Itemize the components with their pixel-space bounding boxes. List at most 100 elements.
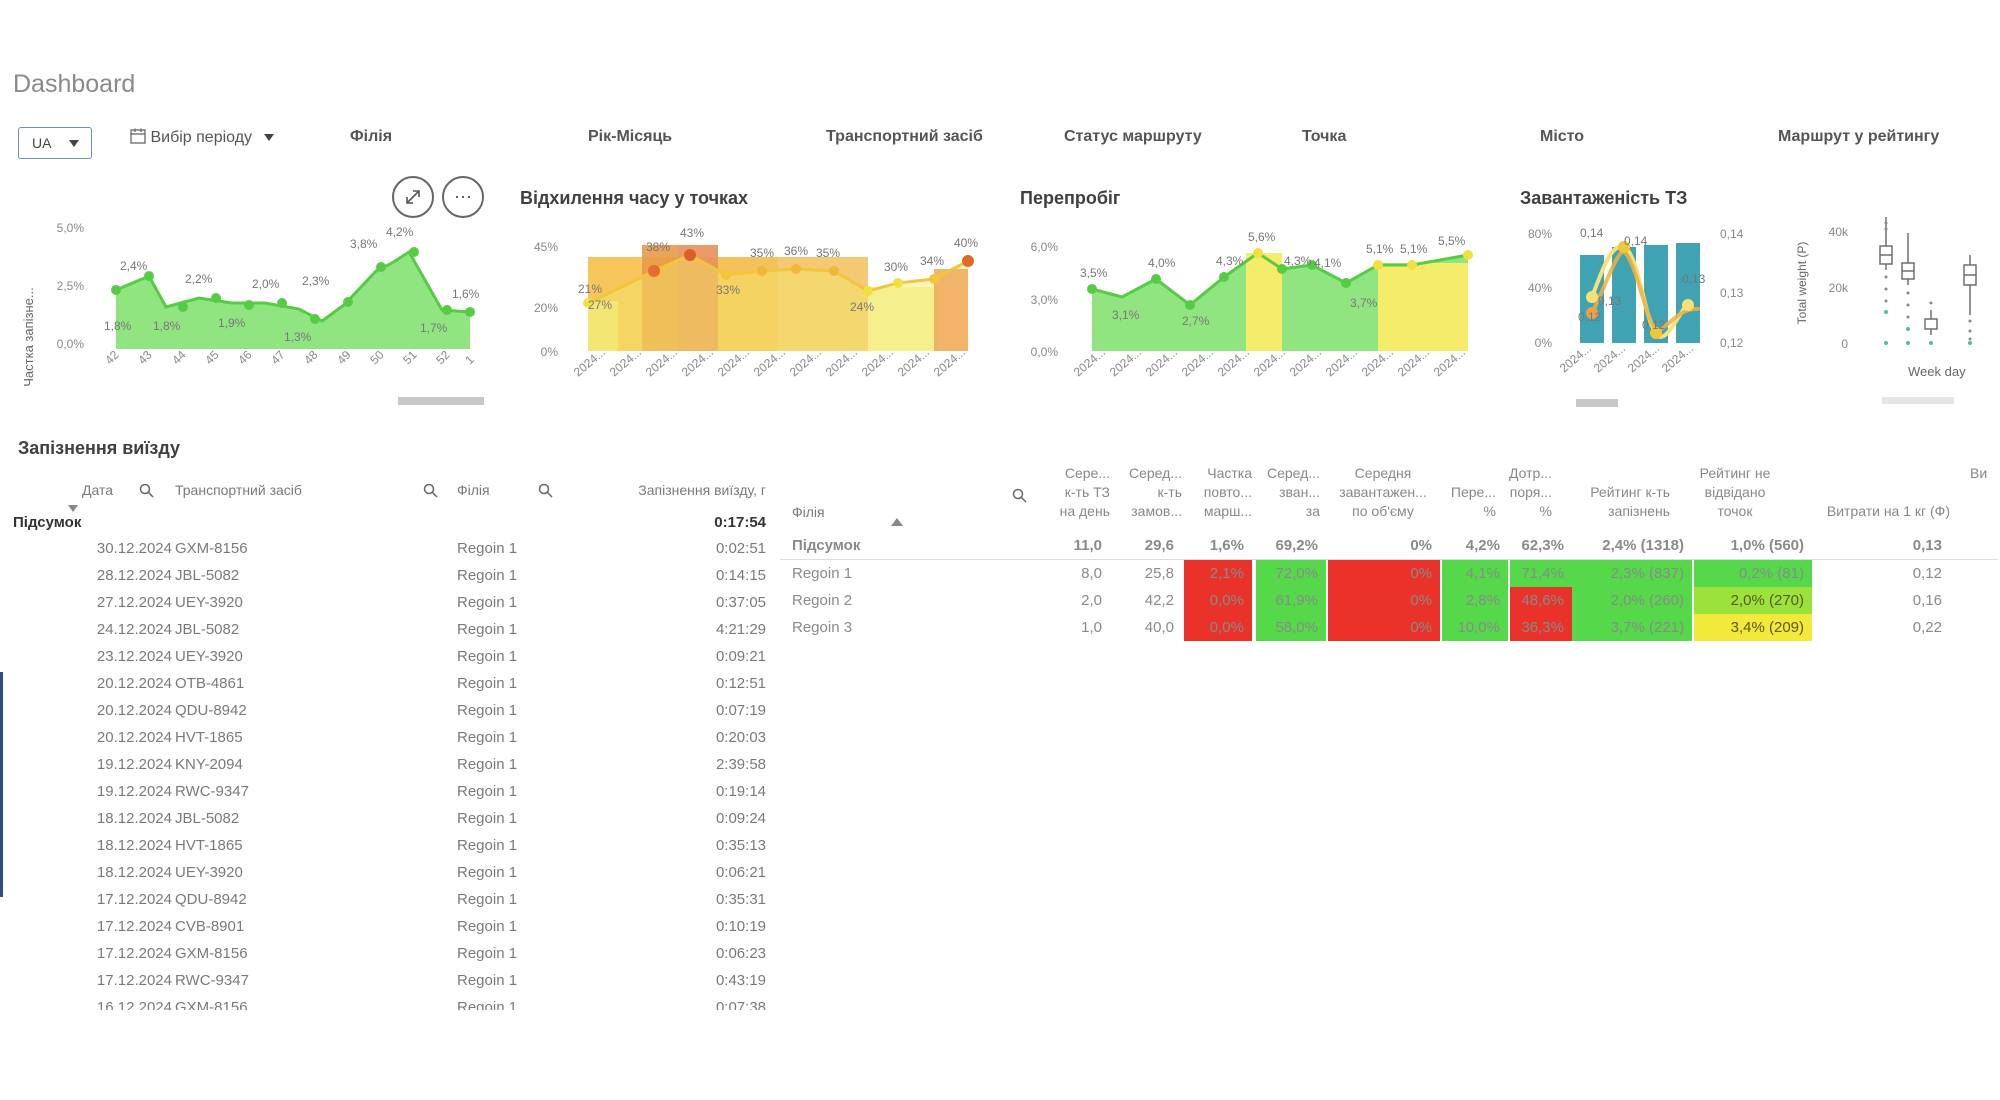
col-late-rating-header[interactable]: Рейтинг к-ть запізнень [1590, 484, 1670, 519]
data-point [1373, 260, 1383, 270]
search-icon[interactable] [139, 483, 154, 498]
vehicle-cell: CVB-8901 [175, 918, 245, 935]
filter-city[interactable]: Місто [1540, 128, 1585, 145]
chart2-title: Відхилення часу у точках [520, 188, 749, 208]
col-unvisited-rating-header[interactable]: Рейтинг не відвідано точок [1699, 465, 1771, 519]
search-icon[interactable] [1012, 488, 1027, 503]
ytick: 0,0% [1031, 345, 1059, 359]
chart-scrollbar[interactable] [1882, 397, 1954, 404]
svg-text:4,3%: 4,3% [1216, 254, 1244, 268]
chart-scrollbar[interactable] [398, 397, 484, 405]
filter-route-status[interactable]: Статус маршруту [1064, 128, 1202, 145]
ytick: 2,5% [57, 279, 85, 293]
filter-branch[interactable]: Філія [350, 128, 393, 145]
col-branch-header[interactable]: Філія [792, 504, 825, 520]
col-orders-header[interactable]: Серед... к-ть замов... [1129, 465, 1182, 519]
col-vehicles-per-day-header[interactable]: Сере... к-ть ТЗ на день [1059, 465, 1110, 519]
svg-text:35%: 35% [750, 246, 774, 260]
delay-cell: 0:09:24 [715, 810, 766, 827]
bar [1676, 243, 1700, 343]
search-icon[interactable] [538, 483, 553, 498]
more-button[interactable]: ⋯ [442, 176, 484, 218]
table-row[interactable]: Regoin 1 8,0 25,8 2,1% 72,0% 0% 4,1% 71,4% 2,3% … [780, 560, 1998, 587]
late-rating-cell: 2,3% (837) [1572, 560, 1692, 587]
delay-cell: 0:20:03 [715, 729, 766, 746]
table-row[interactable]: Regoin 2 2,0 42,2 0,0% 61,9% 0% 2,8% 48,6% 2,0% … [780, 587, 1998, 614]
table-row[interactable]: 19.12.2024 KNY-2094 Regoin 1 2:39:58 [0, 756, 780, 783]
search-icon[interactable] [423, 483, 438, 498]
table-row[interactable]: 20.12.2024 QDU-8942 Regoin 1 0:07:19 [0, 702, 780, 729]
col-extra-header[interactable]: Ви [1970, 465, 1988, 481]
table-row[interactable]: 20.12.2024 OTB-4861 Regoin 1 0:12:51 [0, 675, 780, 702]
vehicles-cell: 8,0 [1081, 565, 1102, 582]
data-point [211, 293, 221, 303]
side-panel-handle[interactable] [0, 672, 3, 897]
table-row[interactable]: 17.12.2024 GXM-8156 Regoin 1 0:06:23 [0, 945, 780, 972]
filter-year-month[interactable]: Рік-Місяць [588, 128, 673, 145]
table-row[interactable]: 16.12.2024 GXM-8156 Regoin 1 0:07:38 [0, 999, 780, 1010]
delay-cell: 0:07:38 [715, 999, 766, 1010]
branch-kpi-table: Філія Сере... к-ть ТЗ на день Серед... к-ть… [780, 460, 2000, 660]
table-row[interactable]: 19.12.2024 RWC-9347 Regoin 1 0:19:14 [0, 783, 780, 810]
col-repeat-routes-header[interactable]: Частка повто... марш... [1203, 465, 1252, 519]
col-branch-header[interactable]: Філія [457, 482, 490, 498]
date-cell: 23.12.2024 [96, 648, 172, 665]
filter-vehicle[interactable]: Транспортний засіб [826, 128, 983, 145]
table-row[interactable]: 17.12.2024 RWC-9347 Regoin 1 0:43:19 [0, 972, 780, 999]
table-row[interactable]: 24.12.2024 JBL-5082 Regoin 1 4:21:29 [0, 621, 780, 648]
expand-icon [406, 190, 420, 204]
col-order-compliance-header[interactable]: Дотр... поря...% [1509, 465, 1552, 519]
table-row[interactable]: 28.12.2024 JBL-5082 Regoin 1 0:14:15 [0, 567, 780, 594]
col-avg-load-header[interactable]: Серед... зван... за [1267, 465, 1320, 519]
delay-cell: 0:07:19 [715, 702, 766, 719]
col-volume-load-header[interactable]: Середня завантажен... по об'єму [1339, 465, 1427, 519]
col-date-header[interactable]: Дата [82, 482, 114, 498]
svg-text:2,7%: 2,7% [1182, 314, 1210, 328]
date-cell: 18.12.2024 [96, 837, 172, 854]
col-cost-per-kg-header[interactable]: Витрати на 1 кг (Ф) [1826, 503, 1950, 519]
unvisited-cell: 1,0% (560) [1730, 537, 1804, 554]
chart3-title: Перепробіг [1020, 188, 1121, 208]
col-overmileage-header[interactable]: Пере...% [1450, 484, 1496, 519]
sort-desc-icon[interactable] [68, 505, 78, 513]
late-departures-table[interactable]: 30.12.2024 GXM-8156 Regoin 1 0:02:51 28.12.2… [0, 540, 780, 1010]
branch-cell: Regoin 3 [792, 619, 853, 636]
table-row[interactable]: 18.12.2024 HVT-1865 Regoin 1 0:35:13 [0, 837, 780, 864]
data-point [863, 286, 873, 296]
date-cell: 17.12.2024 [96, 972, 172, 989]
period-picker[interactable]: Вибір періоду [130, 128, 275, 147]
data-point [1219, 272, 1229, 282]
overmileage-chart: 6,0% 3,0% 0,0% 3,5% 3,1% 4,0% 2,7% 4,3% … [1031, 230, 1473, 379]
svg-text:4,1%: 4,1% [1314, 256, 1342, 270]
col-delay-header[interactable]: Запізнення виїзду, г [638, 482, 766, 498]
vehicle-cell: JBL-5082 [175, 810, 240, 827]
vehicle-cell: GXM-8156 [175, 999, 248, 1010]
table-row[interactable]: 18.12.2024 UEY-3920 Regoin 1 0:06:21 [0, 864, 780, 891]
table-row[interactable]: Regoin 3 1,0 40,0 0,0% 58,0% 0% 10,0% 36,3% 3,7%… [780, 614, 1998, 641]
delay-cell: 0:35:31 [715, 891, 766, 908]
ytick: 0,13 [1720, 286, 1744, 300]
table-row[interactable]: 17.12.2024 CVB-8901 Regoin 1 0:10:19 [0, 918, 780, 945]
filter-point[interactable]: Точка [1302, 128, 1347, 145]
svg-text:2024...: 2024... [1625, 341, 1662, 375]
table-row[interactable]: 20.12.2024 HVT-1865 Regoin 1 0:20:03 [0, 729, 780, 756]
col-vehicle-header[interactable]: Транспортний засіб [175, 482, 302, 498]
table-row[interactable]: 17.12.2024 QDU-8942 Regoin 1 0:35:31 [0, 891, 780, 918]
data-point [1463, 250, 1473, 260]
filter-ranked-route[interactable]: Маршрут у рейтингу [1778, 128, 1940, 145]
svg-text:2024...: 2024... [1557, 341, 1594, 375]
sort-asc-icon[interactable] [891, 517, 903, 527]
branch-rows: Regoin 1 8,0 25,8 2,1% 72,0% 0% 4,1% 71,4% 2,3% … [780, 560, 1998, 650]
ytick: 5,0% [57, 221, 85, 235]
expand-button[interactable] [392, 176, 434, 218]
table-row[interactable]: 18.12.2024 JBL-5082 Regoin 1 0:09:24 [0, 810, 780, 837]
vehicle-cell: GXM-8156 [175, 945, 248, 962]
table-row[interactable]: 23.12.2024 UEY-3920 Regoin 1 0:09:21 [0, 648, 780, 675]
language-select[interactable]: UA [18, 127, 92, 159]
branch-cell: Regoin 1 [457, 648, 518, 665]
branch-cell: Regoin 1 [457, 675, 518, 692]
chart-scrollbar[interactable] [1576, 399, 1618, 407]
compliance-cell: 36,3% [1510, 614, 1572, 641]
table-row[interactable]: 27.12.2024 UEY-3920 Regoin 1 0:37:05 [0, 594, 780, 621]
table-row[interactable]: 30.12.2024 GXM-8156 Regoin 1 0:02:51 [0, 540, 780, 567]
